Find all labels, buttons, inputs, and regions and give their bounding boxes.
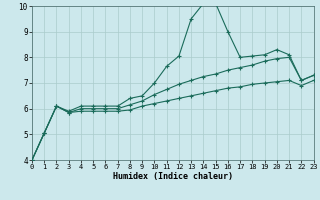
X-axis label: Humidex (Indice chaleur): Humidex (Indice chaleur) [113, 172, 233, 181]
